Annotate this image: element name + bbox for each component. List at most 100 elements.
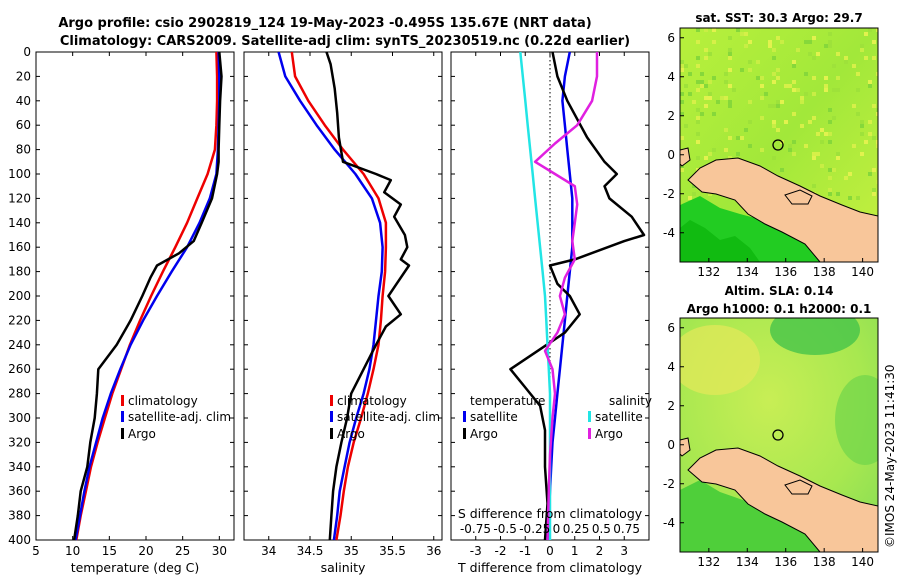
sst-map-ticks: 132 134 136 138 140 6 4 2 0 -2 -4 — [663, 31, 874, 279]
sst-pixel — [872, 40, 876, 44]
sst-pixel — [684, 124, 688, 128]
y-tick-label: 400 — [8, 533, 31, 547]
salinity-xtick-label: 35 — [344, 544, 359, 558]
sst-pixel — [768, 104, 772, 108]
sst-pixel — [696, 120, 700, 124]
sst-pixel — [808, 52, 812, 56]
sla-low-anomaly — [770, 318, 860, 355]
sst-pixel — [744, 128, 748, 132]
sst-map-title: sat. SST: 30.3 Argo: 29.7 — [695, 11, 862, 25]
sst-pixel — [720, 96, 724, 100]
s-difference-label: S difference from climatology — [458, 506, 643, 521]
sst-pixel — [680, 168, 684, 172]
sal-legend-climatology-swatch — [330, 395, 333, 406]
sst-pixel — [740, 32, 744, 36]
sla-low-anomaly-2 — [835, 375, 878, 465]
sst-pixel — [820, 164, 824, 168]
sal-legend-satellite-label: satellite-adj. clim — [337, 410, 440, 424]
sla_map-ytick-label: 4 — [667, 360, 675, 374]
sst-pixel — [724, 80, 728, 84]
sst-pixel — [772, 104, 776, 108]
sst-pixel — [776, 104, 780, 108]
sst-pixel — [780, 100, 784, 104]
y-tick-label: 0 — [23, 45, 31, 59]
sst-pixel — [812, 152, 816, 156]
sst-pixel — [872, 104, 876, 108]
y-tick-label: 180 — [8, 265, 31, 279]
temperature-xtick-label: 15 — [102, 544, 117, 558]
y-tick-label: 40 — [16, 94, 31, 108]
sst-pixel — [860, 124, 864, 128]
diff-legend-s-satellite-label: satellite — [595, 410, 643, 424]
sal-legend-satellite-swatch — [330, 411, 333, 422]
sst-island-2 — [680, 147, 691, 167]
sst-pixel — [680, 100, 684, 104]
sst-coastal-green-2 — [680, 220, 760, 262]
sst-pixel — [828, 120, 832, 124]
sst-pixel — [724, 96, 728, 100]
temp-legend-satellite-label: satellite-adj. clim — [128, 410, 231, 424]
sst_map-ytick-label: 2 — [667, 109, 675, 123]
sst-pixel — [772, 56, 776, 60]
sst-pixel — [696, 156, 700, 160]
sst-pixel — [776, 36, 780, 40]
sst-pixel — [696, 132, 700, 136]
sst-pixel — [696, 40, 700, 44]
sst-pixel — [836, 76, 840, 80]
sst-pixel — [836, 152, 840, 156]
sst-pixel — [824, 44, 828, 48]
sst-pixel — [700, 84, 704, 88]
sst-pixel — [836, 52, 840, 56]
y-tick-label: 260 — [8, 362, 31, 376]
imos-credit: ©IMOS 24-May-2023 11:41:30 — [883, 364, 897, 548]
sst-pixel — [868, 80, 872, 84]
sst-pixel — [836, 88, 840, 92]
sst-pixel — [772, 124, 776, 128]
sst-pixel — [856, 196, 860, 200]
sst-pixel — [876, 180, 878, 184]
sla_map-xtick-label: 134 — [736, 555, 759, 569]
sst_map-xtick-label: 136 — [774, 265, 797, 279]
sst_map-xtick-label: 132 — [697, 265, 720, 279]
sst-pixel — [704, 56, 708, 60]
sst-pixel — [728, 56, 732, 60]
sst-pixel — [776, 76, 780, 80]
sst-pixel — [772, 72, 776, 76]
y-tick-label: 160 — [8, 240, 31, 254]
temp-legend-climatology-swatch — [121, 395, 124, 406]
sst-pixel — [780, 40, 784, 44]
sst-land-new-guinea — [687, 157, 878, 262]
temp-legend-argo-label: Argo — [128, 427, 156, 441]
difference-xlabel: T difference from climatology — [457, 560, 643, 575]
temperature-xtick-label: 25 — [175, 544, 190, 558]
sst-pixel — [844, 56, 848, 60]
difference-xtick-label: 1 — [571, 544, 579, 558]
sst-pixel — [700, 72, 704, 76]
sst-pixel — [820, 128, 824, 132]
sst-pixel — [832, 116, 836, 120]
sst-pixel — [876, 72, 878, 76]
sst-pixel — [728, 100, 732, 104]
sst-pixel — [804, 40, 808, 44]
sst-pixel — [828, 176, 832, 180]
sst-pixel — [860, 44, 864, 48]
sst-pixel — [836, 192, 840, 196]
diff-legend-temperature-title: temperature — [470, 394, 545, 408]
sst-pixel — [856, 72, 860, 76]
y-tick-label: 200 — [8, 289, 31, 303]
sst-pixel — [860, 48, 864, 52]
sst-map-panel: sat. SST: 30.3 Argo: 29.7 132 134 136 138 14… — [663, 11, 879, 279]
sst-pixel — [696, 80, 700, 84]
sst-pixel — [744, 32, 748, 36]
temp-legend-argo-swatch — [121, 428, 124, 439]
sst-pixel — [828, 168, 832, 172]
temperature-xtick-label: 5 — [32, 544, 40, 558]
sst-pixel — [704, 48, 708, 52]
sst-map-frame — [679, 27, 879, 263]
sst_map-ytick-label: 0 — [667, 148, 675, 162]
sla-land-new-guinea — [687, 447, 878, 552]
sst-pixel — [792, 64, 796, 68]
series-line-satellite-adj-clim — [277, 51, 384, 541]
sst-pixel — [828, 132, 832, 136]
sst-pixel — [748, 40, 752, 44]
